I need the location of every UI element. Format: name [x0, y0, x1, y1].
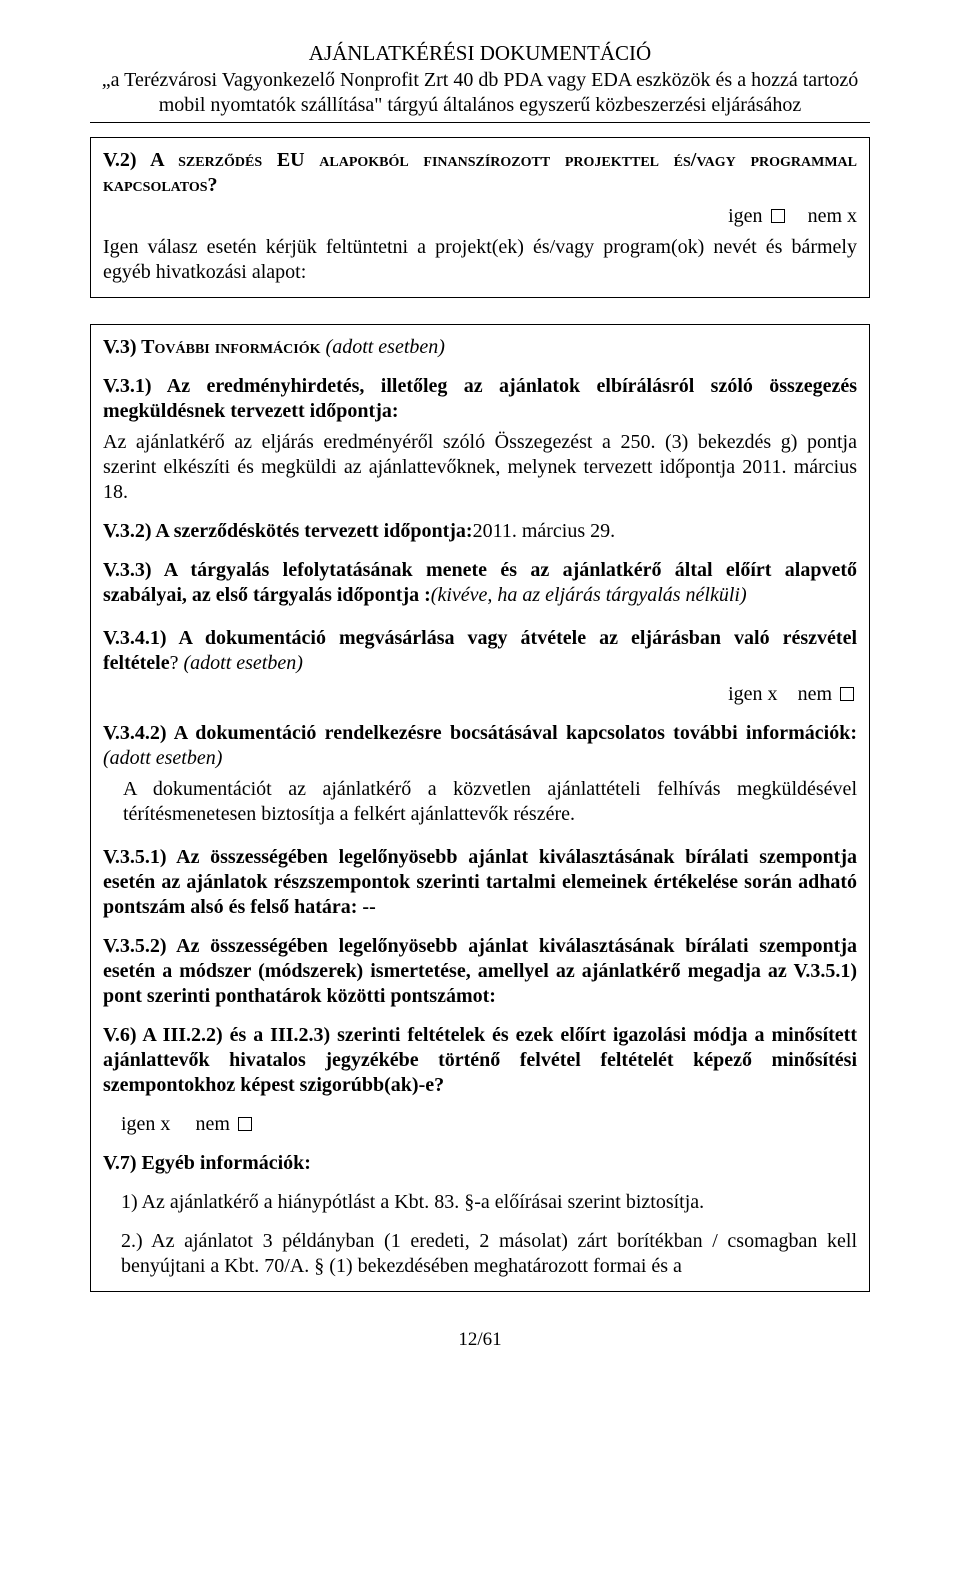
checkbox-icon[interactable]: [840, 687, 854, 701]
v6-nem-label: nem: [195, 1113, 229, 1135]
v352-heading: V.3.5.2) Az összességében legelőnyösebb …: [103, 934, 857, 1009]
v341-yesno-row: igen x nem: [103, 682, 857, 707]
v6-yesno-row: igen x nem: [103, 1112, 857, 1137]
v6-igen-label: igen x: [121, 1113, 170, 1135]
v342-italic: (adott esetben): [103, 747, 222, 769]
v341-yesno: igen x nem: [728, 682, 857, 707]
v341-italic: (adott esetben): [184, 652, 303, 674]
v2-heading-row: V.2) A szerződés EU alapokból finanszíro…: [103, 148, 857, 198]
v32-text: 2011. március 29.: [473, 520, 616, 542]
section-v3-box: V.3) További információk (adott esetben)…: [90, 324, 870, 1292]
v2-heading-smallcaps: szerződés EU alapokból finanszírozott pr…: [103, 149, 857, 196]
page: AJÁNLATKÉRÉSI DOKUMENTÁCIÓ „a Terézváros…: [0, 0, 960, 1392]
v6-heading: V.6) A III.2.2) és a III.2.3) szerinti f…: [103, 1023, 857, 1098]
v341-row: V.3.4.1) A dokumentáció megvásárlása vag…: [103, 626, 857, 676]
v31-text: Az ajánlatkérő az eljárás eredményéről s…: [103, 430, 857, 505]
v7-heading: V.7) Egyéb információk:: [103, 1151, 857, 1176]
v2-text: Igen válasz esetén kérjük feltüntetni a …: [103, 235, 857, 285]
checkbox-icon[interactable]: [771, 209, 785, 223]
v7-item-1: 1) Az ajánlatkérő a hiánypótlást a Kbt. …: [103, 1190, 857, 1215]
v342-row: V.3.4.2) A dokumentáció rendelkezésre bo…: [103, 721, 857, 771]
section-v2-box: V.2) A szerződés EU alapokból finanszíro…: [90, 137, 870, 298]
v3-heading-smallcaps: ovábbi információk: [155, 336, 321, 358]
v2-igen-label: igen: [728, 205, 762, 227]
v341-igen-label: igen x: [728, 683, 777, 705]
v33-row: V.3.3) A tárgyalás lefolytatásának menet…: [103, 558, 857, 608]
doc-title: AJÁNLATKÉRÉSI DOKUMENTÁCIÓ: [90, 40, 870, 66]
v2-yesno: igen nem x: [728, 204, 857, 229]
v7-item-2: 2.) Az ajánlatot 3 példányban (1 eredeti…: [103, 1229, 857, 1279]
v342-heading: V.3.4.2) A dokumentáció rendelkezésre bo…: [103, 722, 857, 744]
v2-heading-prefix: V.2) A: [103, 149, 178, 171]
v32-row: V.3.2) A szerződéskötés tervezett időpon…: [103, 519, 857, 544]
v3-heading-prefix: V.3) T: [103, 336, 155, 358]
checkbox-icon[interactable]: [238, 1117, 252, 1131]
v2-nem-label: nem x: [808, 205, 857, 227]
v341-q: ?: [170, 652, 184, 674]
page-number: 12/61: [90, 1328, 870, 1352]
v3-heading-italic: (adott esetben): [321, 336, 445, 358]
v342-text: A dokumentációt az ajánlatkérő a közvetl…: [103, 777, 857, 827]
v31-heading: V.3.1) Az eredményhirdetés, illetőleg az…: [103, 374, 857, 424]
doc-subtitle: „a Terézvárosi Vagyonkezelő Nonprofit Zr…: [90, 68, 870, 118]
v351-heading: V.3.5.1) Az összességében legelőnyösebb …: [103, 845, 857, 920]
header-divider: [90, 122, 870, 123]
v3-heading: V.3) További információk (adott esetben): [103, 335, 857, 360]
v2-yesno-row: igen nem x: [103, 204, 857, 229]
v32-heading: V.3.2) A szerződéskötés tervezett időpon…: [103, 520, 473, 542]
v33-italic: (kivéve, ha az eljárás tárgyalás nélküli…: [431, 584, 747, 606]
v341-nem-label: nem: [798, 683, 832, 705]
